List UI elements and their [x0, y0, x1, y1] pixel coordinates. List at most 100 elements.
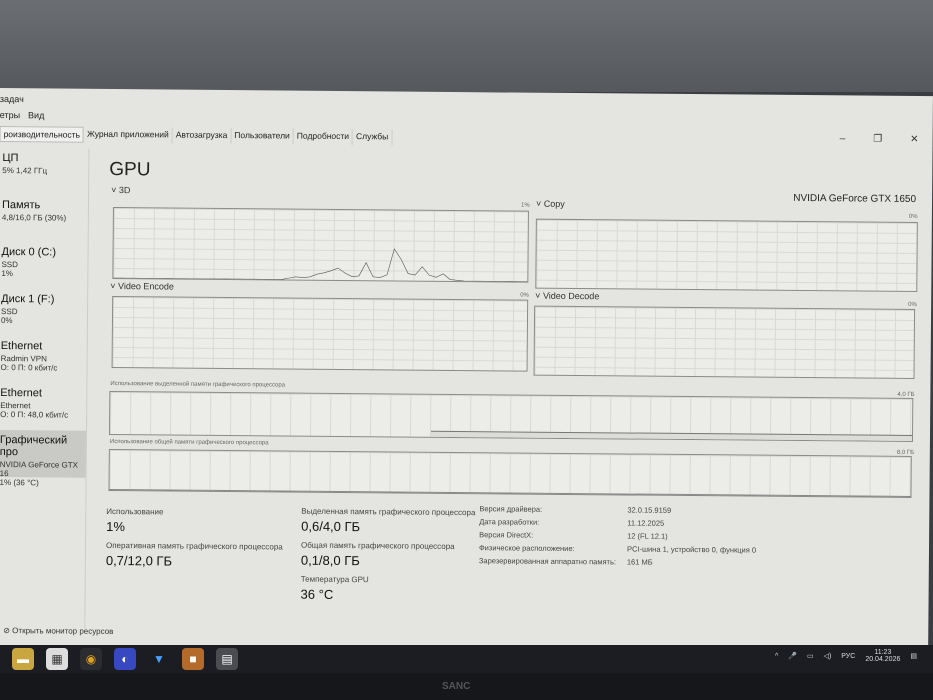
tab-performance[interactable]: роизводительность: [0, 125, 85, 143]
microphone-icon[interactable]: 🎤: [788, 653, 797, 660]
notifications-icon[interactable]: ▤: [910, 653, 917, 660]
monitor-bezel: SANC: [0, 673, 933, 700]
tab-services[interactable]: Службы: [352, 129, 393, 146]
graph-decode-title: Video Decode: [542, 290, 600, 302]
graph-dedicated-label: Использование выделенной памяти графичес…: [110, 380, 286, 389]
language-indicator[interactable]: РУС: [841, 652, 856, 660]
sidebar-item-title: Диск 1 (F:): [1, 293, 55, 306]
sidebar-item-l2: 1%: [1, 269, 13, 279]
sidebar-item-l1: 5% 1,42 ГГц: [2, 166, 48, 176]
graph-encode-title: Video Encode: [117, 281, 174, 292]
sidebar-item-l1: SSD: [1, 307, 18, 317]
task-manager-window: задач етры Вид роизводительность Журнал …: [0, 88, 933, 654]
dedicated-value: 0,6/4,0 ГБ: [301, 518, 361, 535]
tab-startup[interactable]: Автозагрузка: [172, 127, 232, 145]
sidebar-item[interactable]: Ethernet Radmin VPN О: 0 П: 0 кбит/с: [0, 336, 87, 384]
gpu-name: NVIDIA GeForce GTX 1650: [793, 192, 917, 205]
maximize-icon[interactable]: ❐: [873, 133, 883, 145]
sidebar-item-title: ЦП: [2, 152, 19, 165]
clock[interactable]: 11:23 20.04.2026: [865, 649, 900, 663]
info-value: 12 (FL 12.1): [627, 531, 668, 541]
menu-view[interactable]: Вид: [28, 110, 45, 121]
minecraft-icon[interactable]: ■: [182, 648, 204, 670]
menu-bar: етры Вид: [0, 110, 44, 120]
file-explorer-icon[interactable]: ▬: [12, 648, 34, 670]
window-controls: – ❐ ✕: [840, 133, 919, 145]
sidebar-item-l2: 1% (36 °C): [0, 478, 39, 488]
sidebar-item-l2: О: 0 П: 48,0 кбит/с: [0, 410, 69, 420]
sidebar-item[interactable]: ЦП 5% 1,42 ГГц: [0, 148, 88, 196]
tab-app-history[interactable]: Журнал приложений: [83, 126, 173, 144]
chrome-icon[interactable]: ◉: [80, 648, 102, 670]
graph-shared-memory: [108, 448, 912, 498]
network-icon[interactable]: ▭: [806, 653, 814, 660]
graph-video-decode: [533, 305, 916, 379]
tab-bar: роизводительность Журнал приложений Авто…: [0, 125, 393, 146]
graph-encode-max: 0%: [520, 292, 529, 299]
menu-options[interactable]: етры: [0, 109, 21, 121]
info-label: Версия драйвера:: [479, 504, 543, 514]
tab-details[interactable]: Подробности: [293, 128, 354, 146]
clock-time: 11:23: [874, 649, 892, 656]
sidebar-item[interactable]: Диск 1 (F:) SSD 0%: [0, 289, 87, 337]
info-value: 11.12.2025: [627, 518, 665, 528]
volume-icon[interactable]: ◁): [823, 653, 832, 660]
tray-chevron-icon[interactable]: ^: [774, 652, 779, 660]
graph-3d-label[interactable]: ˅ 3D: [111, 184, 131, 196]
dedicated-memory-fill: [430, 430, 913, 441]
graph-3d-title: 3D: [118, 185, 131, 196]
shared-memory-fill: [109, 488, 911, 497]
graph-dedicated-memory: [108, 390, 914, 442]
stat-gpu-memory: Оперативная память графического процессо…: [106, 541, 283, 570]
gpu-memory-label: Оперативная память графического процессо…: [105, 540, 283, 552]
info-value: 161 МБ: [626, 557, 653, 567]
app-icon[interactable]: ◐: [114, 648, 136, 670]
gpu-info-table: Версия драйвера: 32.0.15.9159 Дата разрабо…: [479, 504, 828, 568]
sidebar-item[interactable]: Память 4,8/16,0 ГБ (30%): [0, 195, 88, 243]
sidebar-item[interactable]: Ethernet Ethernet О: 0 П: 48,0 кбит/с: [0, 383, 86, 431]
tab-users[interactable]: Пользователи: [231, 128, 294, 145]
clock-date: 20.04.2026: [865, 656, 901, 663]
gpu-memory-value: 0,7/12,0 ГБ: [105, 552, 173, 569]
usage-label: Использование: [106, 506, 164, 517]
graph-3d-line: [113, 246, 527, 281]
stat-shared: Общая память графического процессора 0,1/…: [301, 541, 455, 569]
stat-temperature: Температура GPU 36 °C: [301, 575, 369, 603]
system-tray: ^ 🎤 ▭ ◁) РУС 11:23 20.04.2026 ▤: [775, 649, 917, 663]
close-icon[interactable]: ✕: [910, 133, 919, 146]
info-label: Физическое расположение:: [478, 543, 575, 554]
temperature-value: 36 °C: [300, 586, 334, 602]
sidebar-item[interactable]: Диск 0 (C:) SSD 1%: [0, 242, 88, 290]
graph-copy-max: 0%: [908, 213, 918, 221]
shared-value: 0,1/8,0 ГБ: [300, 552, 360, 569]
monitor-brand-logo: SANC: [442, 681, 471, 692]
vpn-shield-icon[interactable]: ▼: [153, 652, 165, 666]
info-label: Дата разработки:: [479, 517, 540, 527]
shared-label: Общая память графического процессора: [300, 540, 455, 551]
resource-monitor-icon: ⊘: [3, 626, 11, 636]
info-value: 32.0.15.9159: [627, 505, 672, 515]
page-title: GPU: [109, 158, 151, 181]
info-label: Зарезервированная аппаратно память:: [478, 556, 617, 567]
sidebar-item-title: Графический про: [0, 434, 68, 459]
store-icon[interactable]: ▦: [46, 648, 68, 670]
sidebar-item-title: Ethernet: [0, 387, 42, 400]
graph-encode-label[interactable]: ˅ Video Encode: [110, 280, 174, 292]
info-value: PCI-шина 1, устройство 0, функция 0: [626, 544, 757, 555]
sidebar-item-l2: 0%: [0, 316, 13, 326]
stat-dedicated: Выделенная память графического процессор…: [301, 507, 475, 536]
sidebar-item-title: Ethernet: [0, 340, 43, 353]
graph-copy: [535, 218, 918, 293]
stat-usage: Использование 1%: [106, 507, 163, 534]
sidebar-item-l1: 4,8/16,0 ГБ (30%): [1, 213, 67, 223]
taskbar: ▬ ▦ ◉ ◐ ▼ ■ ▤ ^ 🎤 ▭ ◁) РУС 11:23 20.04.20…: [0, 645, 933, 673]
sidebar-item[interactable]: Графический про NVIDIA GeForce GTX 16 1% (…: [0, 429, 87, 487]
task-manager-icon[interactable]: ▤: [216, 648, 238, 670]
graph-3d: [112, 206, 529, 283]
graph-copy-label[interactable]: ˅ Copy: [535, 198, 565, 209]
usage-value: 1%: [106, 518, 126, 535]
graph-decode-max: 0%: [908, 301, 917, 309]
minimize-icon[interactable]: –: [839, 133, 846, 145]
graph-decode-label[interactable]: ˅ Video Decode: [535, 290, 600, 302]
open-resource-monitor-link[interactable]: ⊘ Открыть монитор ресурсов: [3, 626, 113, 636]
